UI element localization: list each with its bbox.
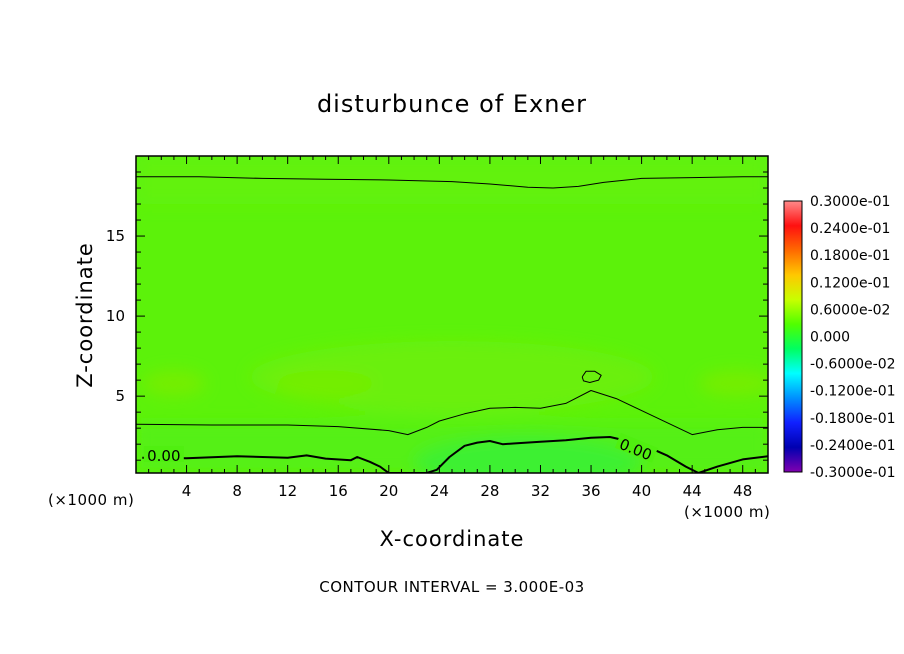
colorbar-swatches [784,201,802,472]
colorbar-label: -0.6000e-02 [810,357,896,373]
x-tick-label: 36 [581,482,600,500]
colorbar-label: 0.2400e-01 [810,221,890,237]
contour-label-bg [614,432,658,463]
x-tick-label: 4 [182,482,192,500]
colorbar-label: 0.1800e-01 [810,248,890,264]
y-tick-label: 10 [106,307,125,325]
y-tick-label: 15 [106,227,125,245]
y-tick-label: 5 [115,387,125,405]
x-tick-label: 16 [329,482,348,500]
colorbar-label: -0.1200e-01 [810,384,896,400]
colorbar-label: -0.1800e-01 [810,411,896,427]
chart-title: disturbunce of Exner [317,90,587,118]
field-mid-band [249,340,655,413]
contour-closed [581,370,602,383]
field-blob-left [275,370,377,397]
contour-zero [142,436,768,473]
colorbar-label: -0.3000e-01 [810,465,896,481]
x-axis-title: X-coordinate [380,527,525,551]
contour-lines [136,176,768,473]
x-tick-label: 8 [232,482,242,500]
contour-interval-note: CONTOUR INTERVAL = 3.000E-03 [319,578,584,596]
colorbar-label: 0.3000e-01 [810,194,890,210]
colorbar-label: 0.6000e-02 [810,302,890,318]
colorbar-label: 0.000 [810,330,850,346]
heatmap-field [136,156,768,473]
colorbar-label: 0.1200e-01 [810,275,890,291]
colorbar-labels: 0.3000e-01 0.2400e-01 0.1800e-01 0.1200e-01… [810,194,896,481]
colorbar-gradient [784,201,802,472]
x-tick-label: 48 [733,482,752,500]
y-axis: 5 10 15 [106,171,768,461]
x-unit-left: (×1000 m) [48,491,134,509]
x-axis: 4 8 12 16 20 24 28 32 36 40 44 48 [148,156,756,500]
field-blob-right [698,370,768,397]
x-unit-right: (×1000 m) [684,503,770,521]
x-tick-label: 40 [632,482,651,500]
contour-upper [136,176,768,189]
contour-label-bg [143,445,184,462]
field-top-band [136,156,768,205]
field-bottom-blob [414,436,642,473]
colorbar-frame [783,200,803,473]
field-blob-edge [142,370,206,397]
y-axis-title: Z-coordinate [73,242,97,388]
contour-label: 0.00 [147,447,180,465]
x-tick-label: 44 [683,482,702,500]
x-tick-label: 32 [531,482,550,500]
x-tick-label: 12 [278,482,297,500]
x-tick-label: 28 [480,482,499,500]
x-tick-label: 20 [379,482,398,500]
colorbar-label: -0.2400e-01 [810,438,896,454]
field-shading [136,156,768,473]
x-tick-label: 24 [430,482,449,500]
colorbar: 0.3000e-01 0.2400e-01 0.1800e-01 0.1200e-01… [783,194,896,481]
contour-lower [136,390,768,436]
